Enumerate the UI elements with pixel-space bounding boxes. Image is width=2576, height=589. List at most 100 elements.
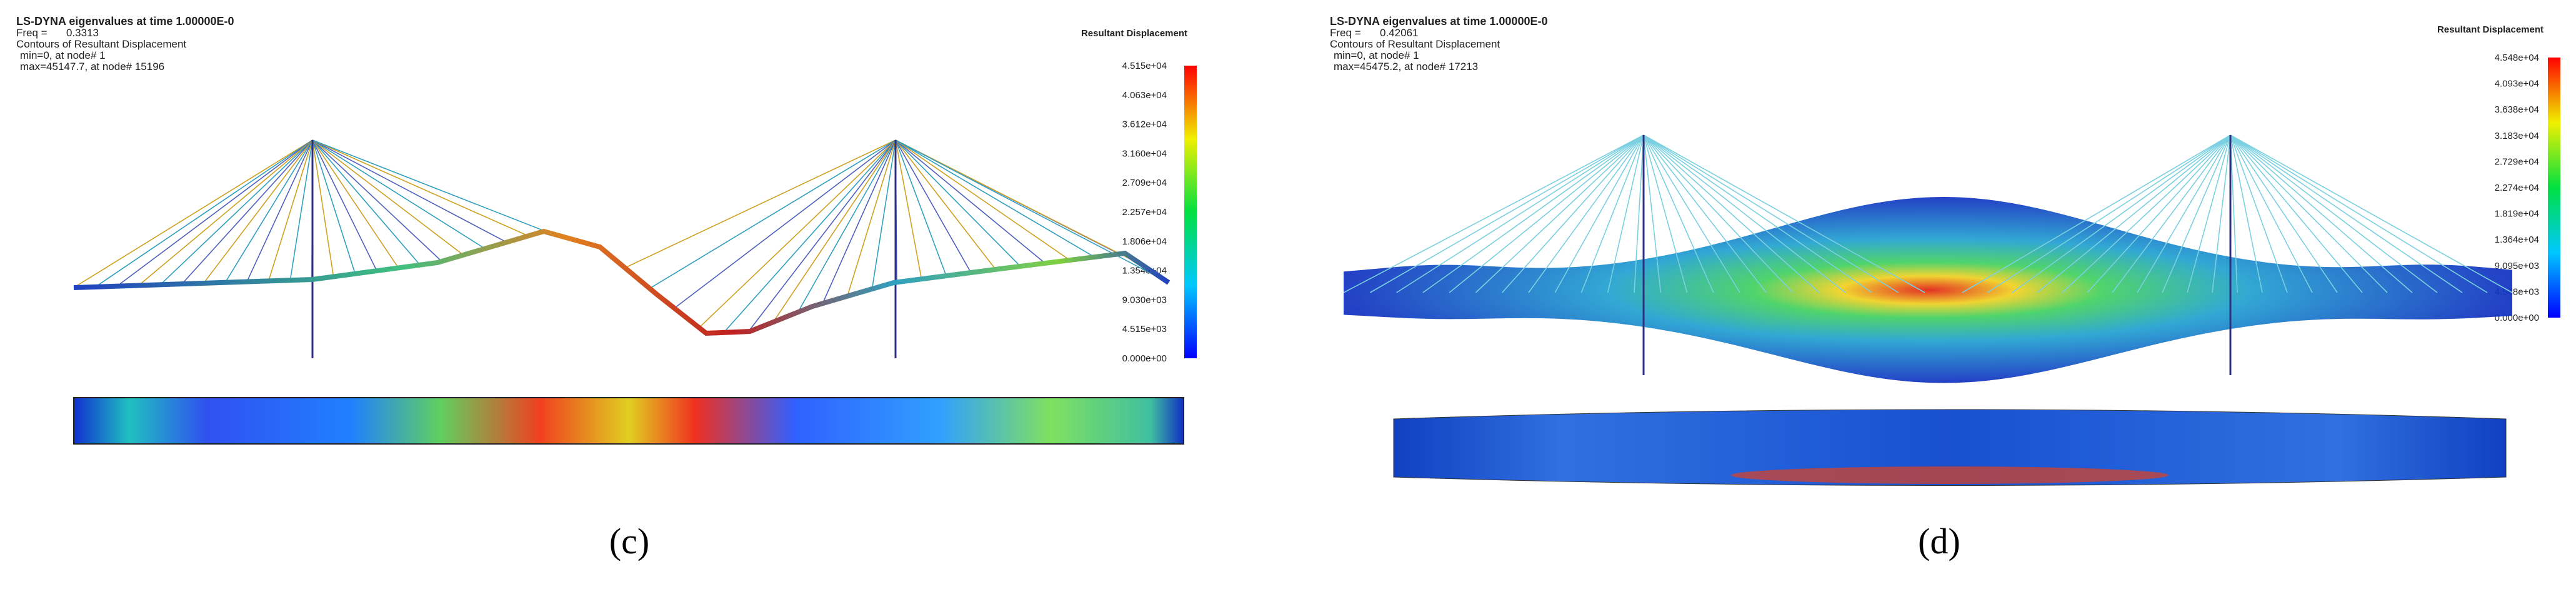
cable [895,139,922,279]
legend-label: 1.364e+04 [2495,234,2539,245]
cable [1962,134,2231,293]
cable [649,139,896,289]
cable [2230,134,2238,293]
min-label: min=0, at node# 1 [20,49,106,61]
cable [312,139,551,234]
legend-label: 1.806e+04 [1122,236,1167,247]
deck [73,228,1171,336]
cable [895,139,947,276]
cable [116,139,313,287]
cable [312,139,399,268]
cable [246,139,313,282]
cable [2230,134,2263,293]
cable [1643,134,1872,293]
legend-label: 3.160e+04 [1122,148,1167,159]
legend-label: 9.095e+03 [2495,261,2539,271]
cable [1643,134,1740,293]
cable [895,139,1046,264]
cable [1369,134,1644,293]
cable [871,139,896,289]
cable [2137,134,2231,293]
plan-strip [1393,409,2507,486]
legend-label: 2.709e+04 [1122,178,1167,188]
freq-label: Freq = [1330,27,1361,39]
cable [1422,134,1644,293]
cable [895,139,1144,267]
contour-label: Contours of Resultant Displacement [16,38,186,50]
legend-label: 4.515e+04 [1122,61,1167,71]
legend-title: Resultant Displacement [2437,24,2544,35]
cable [822,139,896,304]
colorbar [2548,58,2560,318]
cable [2230,134,2338,293]
cable [1343,134,1644,293]
caption: (c) [609,521,649,561]
legend-label: 3.183e+04 [2495,131,2539,141]
cable [1554,134,1644,293]
cable [203,139,313,284]
cable [2230,134,2413,293]
cable [2087,134,2231,293]
cable [312,139,421,266]
plan-strip-center [1731,466,2169,484]
cable [1528,134,1644,293]
cable [159,139,313,285]
cable [895,139,1169,283]
plan-strip [73,397,1184,445]
min-label: min=0, at node# 1 [1334,49,1419,61]
header-title: LS-DYNA eigenvalues at time 1.00000E-0 [1330,15,1547,28]
cable [895,139,996,270]
legend-label: 0.000e+00 [1122,353,1167,364]
cable [2230,134,2363,293]
cable [2230,134,2288,293]
cable [95,139,313,288]
cable [2037,134,2231,293]
cable [312,139,377,271]
cable [1475,134,1644,293]
cable [699,139,896,328]
cable [1580,134,1644,293]
cable [1396,134,1644,293]
cable [895,139,1095,258]
cable [895,139,972,273]
legend-label: 3.638e+04 [2495,104,2539,115]
cable [1643,134,1662,293]
legend-title: Resultant Displacement [1081,28,1187,39]
cable [847,139,896,296]
cable [1502,134,1644,293]
cable [1643,134,1820,293]
cable [2012,134,2231,293]
cable [748,139,896,332]
legend-label: 4.515e+03 [1122,324,1167,335]
cable [1987,134,2231,293]
cable [312,139,529,236]
cable [181,139,313,284]
cable [312,139,486,249]
legend-label: 2.274e+04 [2495,183,2539,193]
cable [2230,134,2463,293]
cable [895,139,1021,267]
cable [267,139,313,281]
cable [797,139,896,313]
cable [1643,134,1688,293]
contour-label: Contours of Resultant Displacement [1330,38,1500,50]
cable [312,139,442,262]
cable [2212,134,2231,293]
header-title: LS-DYNA eigenvalues at time 1.00000E-0 [16,15,234,28]
cable [723,139,896,333]
cable [2230,134,2313,293]
cable [1449,134,1644,293]
cable [312,139,334,277]
cable [2230,134,2438,293]
cable [2112,134,2231,293]
legend-label: 2.257e+04 [1122,207,1167,218]
bridge-model [1343,134,2513,383]
legend-label: 2.729e+04 [2495,156,2539,167]
freq-value: 0.3313 [66,27,99,39]
cable [1643,134,1925,293]
cable [1607,134,1644,293]
cable [2162,134,2231,293]
freq-label: Freq = [16,27,47,39]
bridge-model [73,139,1171,358]
